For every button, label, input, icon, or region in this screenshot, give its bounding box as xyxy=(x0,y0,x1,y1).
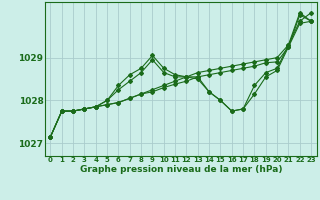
X-axis label: Graphe pression niveau de la mer (hPa): Graphe pression niveau de la mer (hPa) xyxy=(80,165,282,174)
